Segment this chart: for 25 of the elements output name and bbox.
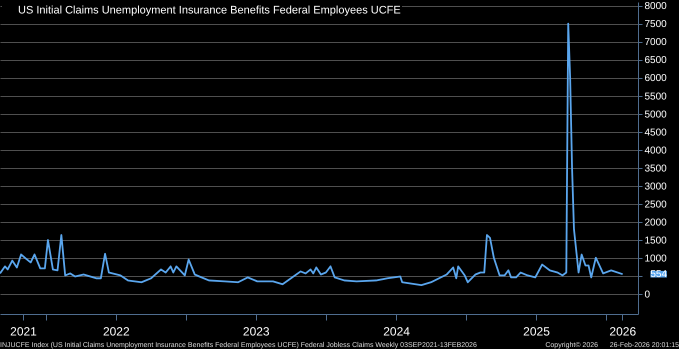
y-tick-label: 6000: [644, 73, 668, 84]
x-tick-label: 2024: [383, 324, 410, 338]
x-tick-label: 2021: [10, 324, 38, 338]
y-tick-label: 8000: [644, 1, 668, 12]
y-tick-label: 3000: [644, 181, 668, 192]
y-tick-label: 7000: [644, 37, 668, 48]
y-tick-label: 0: [644, 290, 650, 301]
y-tick-label: 1500: [644, 236, 668, 247]
x-tick-label: 2023: [242, 324, 270, 338]
y-tick-label: 5000: [644, 109, 668, 120]
line-series: [0, 22, 624, 286]
y-tick-label: 3500: [644, 163, 668, 174]
x-tick-label: 2022: [102, 324, 130, 338]
y-tick-label: 6500: [644, 55, 668, 66]
text: US Initial Claims Unemployment Insurance Benefits Federal Employees UCFE: [18, 4, 401, 16]
y-tick-label: 4000: [644, 145, 668, 156]
x-tick-label: 2026: [609, 324, 636, 338]
y-tick-label: 2000: [644, 218, 668, 229]
y-tick-label: 7500: [644, 19, 668, 30]
y-tick-label: 5500: [644, 91, 668, 102]
x-tick-label: 2025: [523, 324, 550, 338]
y-tick-label: 1000: [644, 254, 668, 265]
annotation: 554: [650, 269, 668, 280]
y-tick-label: 4500: [644, 127, 668, 138]
y-tick-label: 2500: [644, 199, 668, 210]
